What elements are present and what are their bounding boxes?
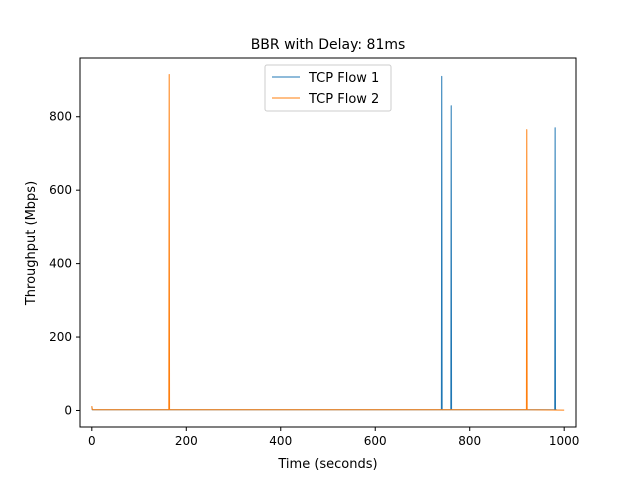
- x-axis-label: Time (seconds): [277, 457, 377, 472]
- y-axis: 0 200 400 600 800: [49, 110, 80, 417]
- x-axis: 0 200 400 600 800 1000: [88, 427, 579, 448]
- y-tick-label: 400: [49, 257, 72, 271]
- x-tick-label: 0: [88, 434, 96, 448]
- series-line-flow-2: [91, 74, 565, 411]
- legend-label-flow-2: TCP Flow 2: [308, 92, 379, 107]
- chart-title: BBR with Delay: 81ms: [251, 37, 406, 53]
- y-tick-label: 800: [49, 110, 72, 124]
- x-tick-label: 800: [458, 434, 481, 448]
- plot-frame: [79, 57, 577, 428]
- legend: TCP Flow 1 TCP Flow 2: [264, 64, 392, 112]
- y-axis-label: Throughput (Mbps): [24, 181, 39, 306]
- x-tick-label: 400: [269, 434, 292, 448]
- y-tick-label: 0: [64, 403, 72, 417]
- plot-area: [91, 74, 565, 411]
- legend-label-flow-1: TCP Flow 1: [308, 71, 379, 86]
- x-tick-label: 1000: [549, 434, 580, 448]
- x-tick-label: 200: [175, 434, 198, 448]
- y-tick-label: 200: [49, 330, 72, 344]
- x-tick-label: 600: [364, 434, 387, 448]
- y-tick-label: 600: [49, 183, 72, 197]
